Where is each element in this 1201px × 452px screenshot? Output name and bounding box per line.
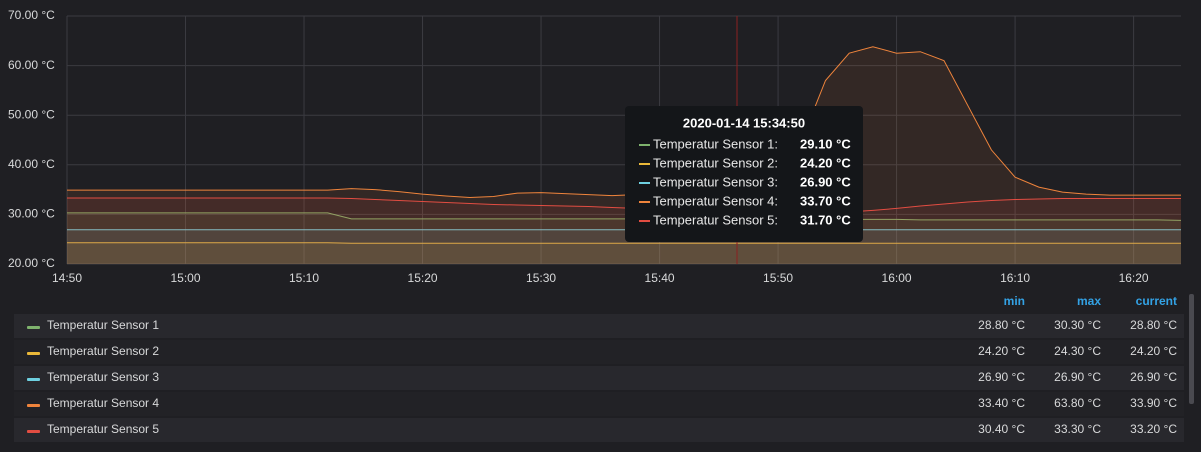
x-tick-label: 16:10 <box>1000 271 1030 285</box>
tooltip-swatch <box>639 182 650 184</box>
x-tick-label: 15:30 <box>526 271 556 285</box>
x-tick-label: 15:20 <box>408 271 438 285</box>
tooltip-value: 29.10 °C <box>800 136 851 151</box>
x-tick-label: 15:00 <box>170 271 200 285</box>
tooltip-label: Temperatur Sensor 3: <box>653 174 778 189</box>
tooltip-label: Temperatur Sensor 5: <box>653 212 778 227</box>
legend-value: 28.80 °C <box>1130 318 1177 332</box>
tooltip-value: 24.20 °C <box>800 155 851 170</box>
x-tick-label: 14:50 <box>52 271 82 285</box>
legend-value: 24.20 °C <box>1130 344 1177 358</box>
tooltip: 2020-01-14 15:34:50 Temperatur Sensor 1:… <box>625 106 863 242</box>
tooltip-value: 33.70 °C <box>800 193 851 208</box>
tooltip-title: 2020-01-14 15:34:50 <box>683 115 805 130</box>
series-area <box>67 212 1181 264</box>
tooltip-value: 26.90 °C <box>800 174 851 189</box>
legend-value: 63.80 °C <box>1054 396 1101 410</box>
series-area <box>67 229 1181 264</box>
legend-row <box>14 340 1184 364</box>
legend-value: 30.40 °C <box>978 422 1025 436</box>
x-tick-label: 16:20 <box>1119 271 1149 285</box>
legend-value: 24.30 °C <box>1054 344 1101 358</box>
plot <box>67 46 1182 264</box>
y-tick-label: 60.00 °C <box>8 58 55 72</box>
tooltip-swatch <box>639 220 650 222</box>
tooltip-swatch <box>639 201 650 203</box>
legend-value: 28.80 °C <box>978 318 1025 332</box>
legend-swatch <box>27 430 40 433</box>
y-tick-label: 20.00 °C <box>8 256 55 270</box>
legend-row <box>14 366 1184 390</box>
legend-label: Temperatur Sensor 5 <box>47 422 159 436</box>
grid: 20.00 °C 30.00 °C 40.00 °C 50.00 °C 60.00 °C… <box>8 8 1181 285</box>
series-area <box>67 46 1181 264</box>
tooltip-label: Temperatur Sensor 1: <box>653 136 778 151</box>
legend-label: Temperatur Sensor 3 <box>47 370 159 384</box>
legend-row <box>14 418 1184 442</box>
series-line <box>67 242 1181 244</box>
legend-value: 30.30 °C <box>1054 318 1101 332</box>
legend-swatch <box>27 378 40 381</box>
legend-row <box>14 392 1184 416</box>
tooltip-value: 31.70 °C <box>800 212 851 227</box>
tooltip-box <box>625 106 863 242</box>
legend-value: 26.90 °C <box>1054 370 1101 384</box>
scrollbar[interactable] <box>1189 294 1194 404</box>
x-tick-label: 15:40 <box>645 271 675 285</box>
series-line <box>67 197 1181 213</box>
legend-row <box>14 314 1184 338</box>
x-tick-label: 16:00 <box>882 271 912 285</box>
y-tick-label: 70.00 °C <box>8 8 55 22</box>
legend-value: 24.20 °C <box>978 344 1025 358</box>
tooltip-label: Temperatur Sensor 2: <box>653 155 778 170</box>
legend-value: 33.30 °C <box>1054 422 1101 436</box>
tooltip-swatch <box>639 144 650 146</box>
legend-value: 33.90 °C <box>1130 396 1177 410</box>
legend-label: Temperatur Sensor 4 <box>47 396 159 410</box>
legend-label: Temperatur Sensor 2 <box>47 344 159 358</box>
series-line <box>67 46 1181 199</box>
tooltip-label: Temperatur Sensor 4: <box>653 193 778 208</box>
legend: min max current Temperatur Sensor 1 28.80 °C… <box>14 294 1184 442</box>
legend-header: min <box>1004 294 1025 308</box>
x-tick-label: 15:10 <box>289 271 319 285</box>
tooltip-swatch <box>639 163 650 165</box>
x-tick-label: 15:50 <box>763 271 793 285</box>
legend-value: 33.40 °C <box>978 396 1025 410</box>
legend-swatch <box>27 352 40 355</box>
legend-header: max <box>1077 294 1101 308</box>
legend-value: 26.90 °C <box>1130 370 1177 384</box>
series-area <box>67 242 1181 264</box>
legend-value: 26.90 °C <box>978 370 1025 384</box>
legend-swatch <box>27 326 40 329</box>
legend-swatch <box>27 404 40 407</box>
series-line <box>67 212 1182 221</box>
y-tick-label: 30.00 °C <box>8 207 55 221</box>
legend-header: current <box>1136 294 1177 308</box>
series-area <box>67 198 1181 264</box>
y-tick-label: 40.00 °C <box>8 157 55 171</box>
legend-label: Temperatur Sensor 1 <box>47 318 159 332</box>
y-tick-label: 50.00 °C <box>8 107 55 121</box>
legend-value: 33.20 °C <box>1130 422 1177 436</box>
